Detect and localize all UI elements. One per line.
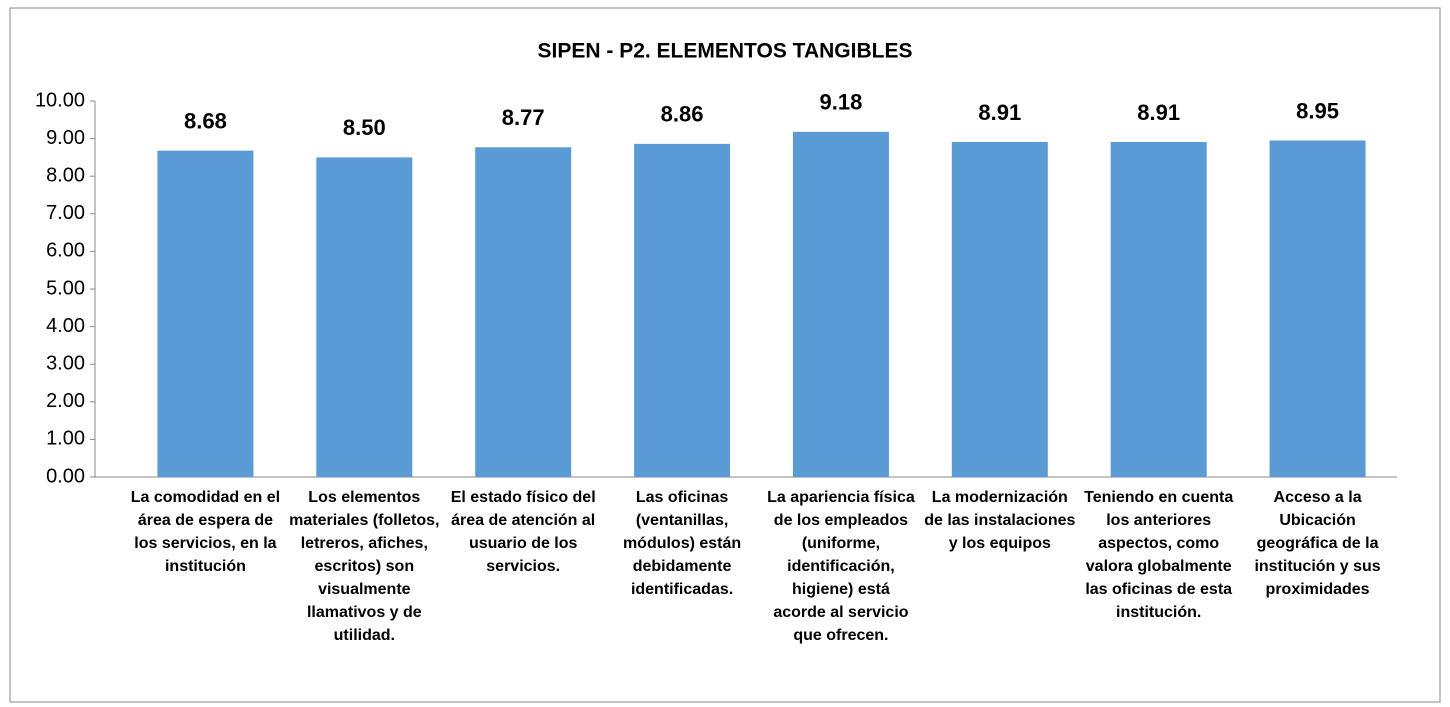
y-tick-label: 4.00 xyxy=(46,315,85,337)
bar xyxy=(951,141,1048,477)
x-tick-label: Las oficinas (ventanillas, módulos) está… xyxy=(622,489,742,598)
x-tick-label: La modernización de las instalaciones y … xyxy=(924,489,1076,552)
chart-title: SIPEN - P2. ELEMENTOS TANGIBLES xyxy=(538,40,913,63)
bar xyxy=(475,147,572,478)
y-tick-label: 0.00 xyxy=(46,465,85,487)
y-tick-label: 6.00 xyxy=(46,240,85,262)
x-tick-label: Acceso a la Ubicación geográfica de la i… xyxy=(1254,489,1381,598)
x-tick-label: Los elementos materiales (folletos, letr… xyxy=(289,489,440,644)
x-tick-label: La apariencia física de los empleados (u… xyxy=(767,489,915,644)
value-label: 8.91 xyxy=(1137,100,1180,125)
y-tick-label: 10.00 xyxy=(35,89,85,111)
bar xyxy=(1269,140,1366,478)
bar xyxy=(1110,141,1207,477)
y-tick-label: 9.00 xyxy=(46,127,85,149)
x-tick-label: Teniendo en cuenta los anteriores aspect… xyxy=(1084,489,1234,621)
y-tick-label: 1.00 xyxy=(46,428,85,450)
bar xyxy=(634,143,731,477)
value-label: 8.68 xyxy=(184,108,227,133)
y-tick-label: 7.00 xyxy=(46,202,85,224)
value-label: 8.95 xyxy=(1296,98,1339,123)
bar xyxy=(792,131,889,477)
x-tick-label: El estado físico del área de atención al… xyxy=(450,489,596,575)
value-label: 8.50 xyxy=(343,115,386,140)
y-tick-label: 5.00 xyxy=(46,277,85,299)
value-label: 8.86 xyxy=(661,102,704,127)
bar xyxy=(316,157,413,477)
bar xyxy=(157,150,254,477)
y-tick-label: 2.00 xyxy=(46,390,85,412)
value-label: 8.77 xyxy=(502,105,545,130)
value-label: 8.91 xyxy=(978,100,1021,125)
value-label: 9.18 xyxy=(820,90,863,115)
x-tick-label: La comodidad en el área de espera de los… xyxy=(130,489,281,575)
y-tick-label: 8.00 xyxy=(46,164,85,186)
y-tick-label: 3.00 xyxy=(46,352,85,374)
